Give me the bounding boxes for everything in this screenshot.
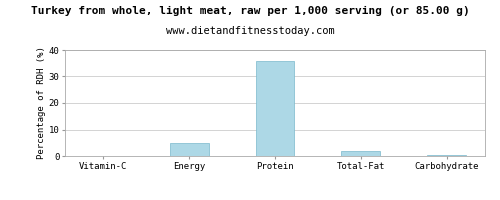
Bar (256, 61, 294, 156)
Bar (170, 143, 208, 156)
Text: www.dietandfitnesstoday.com: www.dietandfitnesstoday.com (166, 26, 334, 36)
Y-axis label: Percentage of RDH (%): Percentage of RDH (%) (37, 47, 46, 159)
Bar (342, 151, 380, 156)
Bar (428, 155, 466, 156)
Text: Turkey from whole, light meat, raw per 1,000 serving (or 85.00 g): Turkey from whole, light meat, raw per 1… (30, 6, 469, 16)
